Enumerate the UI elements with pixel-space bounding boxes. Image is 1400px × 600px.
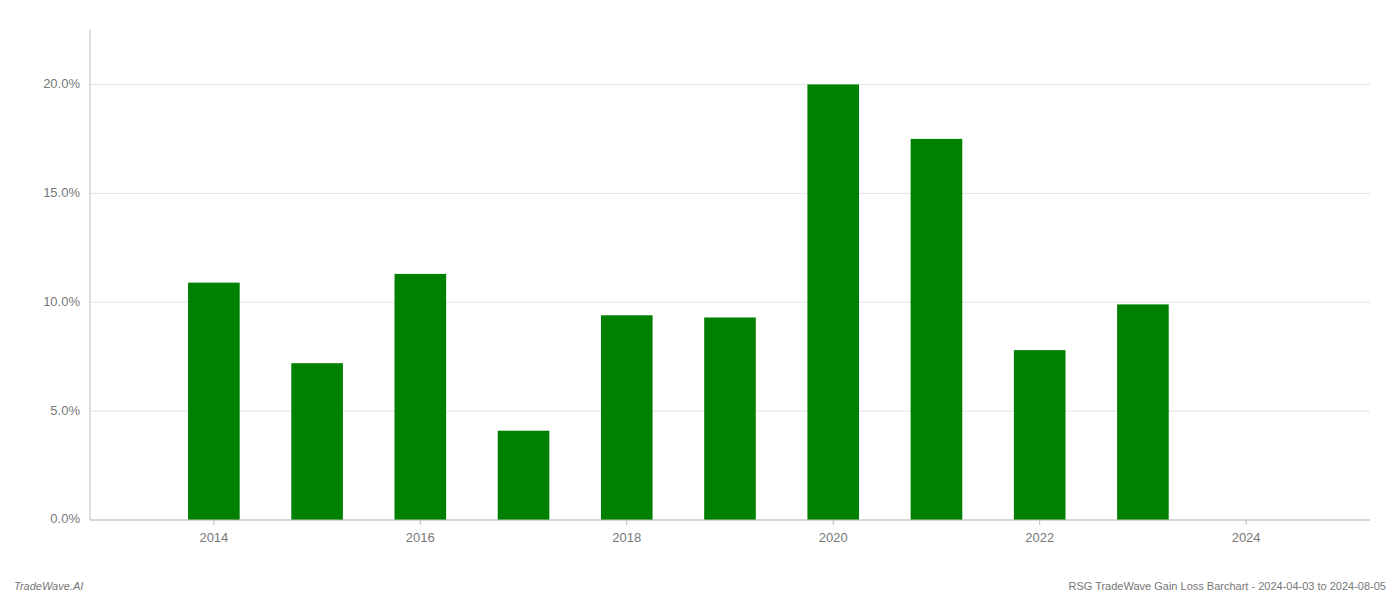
y-axis-line (90, 30, 91, 520)
bar (395, 274, 447, 520)
bar (188, 283, 240, 520)
grid-line (90, 302, 1370, 303)
bar (911, 139, 963, 520)
grid-line (90, 520, 1370, 521)
grid-line (90, 84, 1370, 85)
bar (601, 315, 653, 520)
bar (1014, 350, 1066, 520)
x-tick (1039, 520, 1040, 525)
bar (498, 431, 550, 520)
y-tick-label: 15.0% (43, 185, 80, 200)
chart-container: 0.0% 5.0% 10.0% 15.0% 20.0% 2014 2016 2018 2020 2… (0, 0, 1400, 600)
x-tick (1246, 520, 1247, 525)
bar (291, 363, 343, 520)
chart: 0.0% 5.0% 10.0% 15.0% 20.0% 2014 2016 2018 2020 2… (0, 0, 1400, 600)
x-tick-label: 2024 (1232, 530, 1261, 545)
x-tick (833, 520, 834, 525)
y-grid (90, 84, 1370, 520)
bars (188, 84, 1169, 520)
x-axis-line (90, 520, 1370, 521)
footer-right: RSG TradeWave Gain Loss Barchart - 2024-… (1068, 580, 1386, 592)
x-tick-label: 2020 (819, 530, 848, 545)
x-tick-label: 2018 (612, 530, 641, 545)
y-tick-label: 5.0% (50, 403, 80, 418)
x-tick (213, 520, 214, 525)
x-tick-label: 2014 (199, 530, 228, 545)
grid-line (90, 193, 1370, 194)
x-tick-label: 2016 (406, 530, 435, 545)
x-tick (420, 520, 421, 525)
bar (807, 84, 859, 520)
x-tick (626, 520, 627, 525)
bar (1117, 304, 1169, 520)
y-tick-label: 10.0% (43, 294, 80, 309)
bar (704, 317, 756, 520)
footer-left: TradeWave.AI (14, 580, 83, 592)
y-tick-label: 0.0% (50, 511, 80, 526)
y-tick-label: 20.0% (43, 76, 80, 91)
x-tick-label: 2022 (1025, 530, 1054, 545)
